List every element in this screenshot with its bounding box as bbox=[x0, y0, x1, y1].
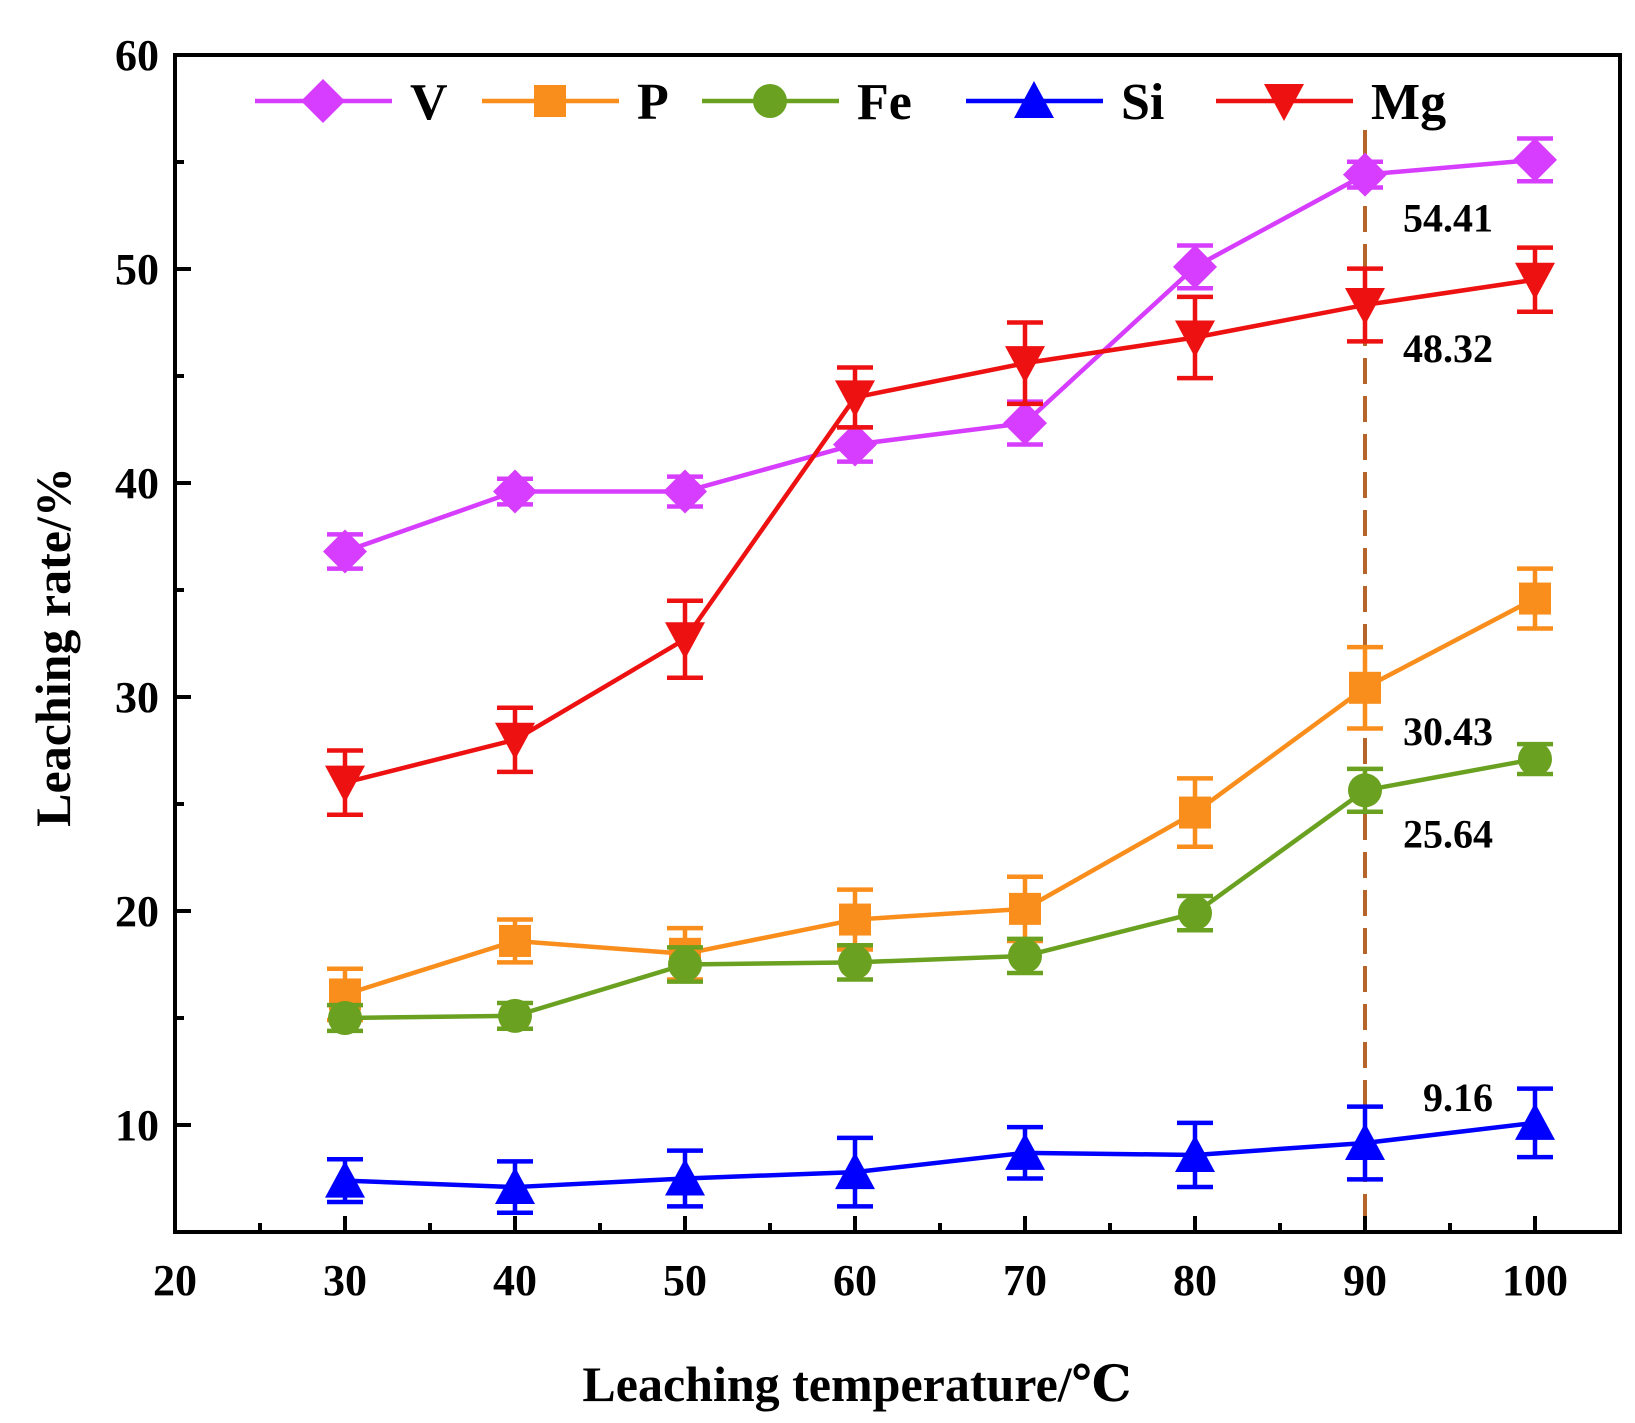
legend-item-p: P bbox=[482, 74, 669, 131]
data-point-v-90 bbox=[1343, 152, 1387, 197]
annotation-fe: 25.64 bbox=[1403, 811, 1493, 856]
data-point-p-60 bbox=[839, 903, 871, 936]
x-tick-label-60: 60 bbox=[833, 1256, 877, 1305]
x-tick-label-80: 80 bbox=[1173, 1256, 1217, 1305]
x-tick-label-50: 50 bbox=[663, 1256, 707, 1305]
y-axis-title: Leaching rate/% bbox=[25, 467, 81, 827]
data-point-si-70 bbox=[1005, 1132, 1045, 1170]
data-point-fe-90 bbox=[1348, 773, 1382, 808]
annotation-mg: 48.32 bbox=[1403, 326, 1493, 371]
x-tick-label-90: 90 bbox=[1343, 1256, 1387, 1305]
series-layer bbox=[323, 136, 1557, 1215]
legend-marker bbox=[1264, 84, 1304, 121]
data-point-mg-30 bbox=[325, 765, 365, 803]
data-point-si-50 bbox=[665, 1158, 705, 1196]
series-line-v bbox=[344, 157, 1536, 554]
data-point-si-80 bbox=[1175, 1134, 1215, 1172]
data-point-v-70 bbox=[1003, 401, 1047, 446]
legend-label: Mg bbox=[1371, 74, 1446, 131]
legend-item-si: Si bbox=[966, 74, 1164, 131]
data-point-fe-50 bbox=[668, 947, 702, 982]
data-point-mg-50 bbox=[665, 622, 705, 660]
data-point-fe-60 bbox=[838, 945, 872, 980]
legend-item-mg: Mg bbox=[1216, 74, 1446, 131]
legend-item-fe: Fe bbox=[702, 74, 912, 131]
x-tick-label-40: 40 bbox=[493, 1256, 537, 1305]
data-point-mg-60 bbox=[835, 380, 875, 418]
data-point-si-30 bbox=[325, 1160, 365, 1198]
data-point-fe-30 bbox=[328, 1001, 362, 1035]
x-tick-label-30: 30 bbox=[323, 1256, 367, 1305]
data-point-mg-90 bbox=[1345, 287, 1385, 325]
legend-label: V bbox=[410, 74, 448, 131]
x-tick-label-70: 70 bbox=[1003, 1256, 1047, 1305]
x-tick-label-100: 100 bbox=[1502, 1256, 1568, 1305]
y-tick-label-30: 30 bbox=[115, 673, 159, 722]
series-line-p bbox=[344, 596, 1537, 997]
y-tick-label-50: 50 bbox=[115, 245, 159, 294]
data-point-v-50 bbox=[663, 469, 707, 514]
legend-marker bbox=[1014, 81, 1054, 118]
data-point-p-100 bbox=[1519, 582, 1551, 615]
data-point-fe-80 bbox=[1178, 896, 1212, 931]
data-point-fe-100 bbox=[1518, 742, 1552, 777]
x-tick-label-20: 20 bbox=[153, 1256, 197, 1305]
annotation-layer: 54.41 48.32 30.43 25.64 9.16 bbox=[1403, 196, 1493, 1120]
plot-background bbox=[175, 55, 1620, 1232]
y-tick-label-60: 60 bbox=[115, 31, 159, 80]
series-line-mg bbox=[344, 277, 1536, 785]
data-point-fe-40 bbox=[498, 998, 532, 1033]
data-point-v-60 bbox=[833, 422, 877, 467]
plot-frame bbox=[173, 53, 1622, 1234]
y-tick-label-20: 20 bbox=[115, 887, 159, 936]
series-line-si bbox=[344, 1120, 1536, 1190]
data-point-mg-70 bbox=[1005, 346, 1045, 384]
series-fe bbox=[327, 741, 1553, 1035]
data-point-si-40 bbox=[495, 1167, 535, 1205]
data-point-v-40 bbox=[493, 469, 537, 514]
legend-item-v: V bbox=[255, 74, 448, 131]
data-point-si-100 bbox=[1515, 1102, 1555, 1140]
legend-marker bbox=[301, 79, 345, 123]
data-point-si-60 bbox=[835, 1152, 875, 1190]
y-tick-label-10: 10 bbox=[115, 1101, 159, 1150]
plot-area bbox=[175, 55, 1620, 1232]
x-axis-title: Leaching temperature/℃ bbox=[582, 1356, 1131, 1412]
legend-marker bbox=[753, 84, 787, 118]
legend-label: Fe bbox=[857, 74, 912, 131]
series-mg bbox=[325, 245, 1555, 817]
data-point-si-90 bbox=[1345, 1122, 1385, 1160]
data-point-fe-70 bbox=[1008, 938, 1042, 973]
data-point-p-70 bbox=[1009, 892, 1041, 925]
data-point-p-90 bbox=[1349, 671, 1381, 704]
series-si bbox=[325, 1086, 1555, 1215]
data-point-v-30 bbox=[323, 529, 367, 574]
data-point-mg-100 bbox=[1515, 262, 1555, 300]
annotation-v: 54.41 bbox=[1403, 196, 1493, 241]
data-point-v-80 bbox=[1173, 244, 1217, 289]
legend-label: Si bbox=[1121, 74, 1164, 131]
data-point-mg-80 bbox=[1175, 320, 1215, 358]
data-point-p-40 bbox=[499, 924, 531, 957]
series-v bbox=[323, 136, 1557, 574]
data-point-p-80 bbox=[1179, 796, 1211, 829]
annotation-p: 30.43 bbox=[1403, 709, 1493, 754]
series-line-fe bbox=[344, 756, 1536, 1021]
y-tick-label-40: 40 bbox=[115, 459, 159, 508]
legend-label: P bbox=[637, 74, 669, 131]
legend-marker bbox=[534, 85, 566, 117]
legend: V P Fe Si Mg bbox=[255, 74, 1446, 131]
axes-layer: 20 30 40 50 60 70 80 90 100 10 20 30 40 50 60 bbox=[115, 31, 1622, 1305]
annotation-si: 9.16 bbox=[1423, 1075, 1493, 1120]
data-point-mg-40 bbox=[495, 722, 535, 760]
data-point-v-100 bbox=[1513, 137, 1557, 182]
